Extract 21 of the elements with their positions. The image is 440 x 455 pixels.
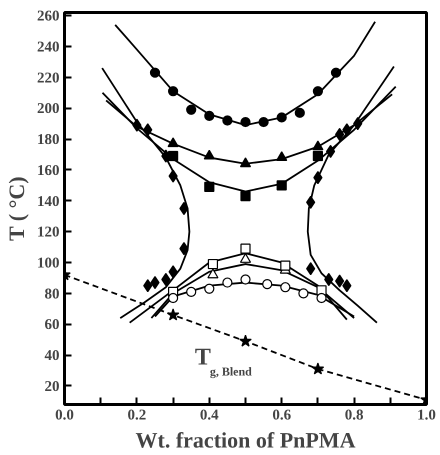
y-tick-label: 220 xyxy=(37,70,60,86)
y-tick-label: 120 xyxy=(37,224,60,241)
y-tick-label: 200 xyxy=(37,101,60,118)
y-tick-label: 20 xyxy=(44,378,60,395)
x-axis-title: Wt. fraction of PnPMA xyxy=(136,428,356,452)
y-tick-label: 160 xyxy=(37,162,60,179)
x-tick-label: 0.2 xyxy=(128,408,146,424)
x-tick-label: 0.8 xyxy=(344,408,364,424)
y-tick-label: 80 xyxy=(44,286,60,302)
x-tick-label: 1.0 xyxy=(417,408,436,424)
y-tick-label: 260 xyxy=(37,8,60,25)
y-axis-title: T ( °C) xyxy=(4,176,29,242)
y-tick-label: 100 xyxy=(37,256,60,272)
y-tick-label: 240 xyxy=(37,39,60,56)
y-tick-label: 180 xyxy=(37,132,60,148)
y-tick-label: 60 xyxy=(44,317,60,334)
x-tick-label: 0.6 xyxy=(272,408,292,424)
y-tick-label: 140 xyxy=(37,194,60,210)
y-tick-label: 40 xyxy=(44,348,60,364)
x-tick-label: 0.4 xyxy=(200,408,220,424)
x-tick-label: 0.0 xyxy=(55,408,74,424)
